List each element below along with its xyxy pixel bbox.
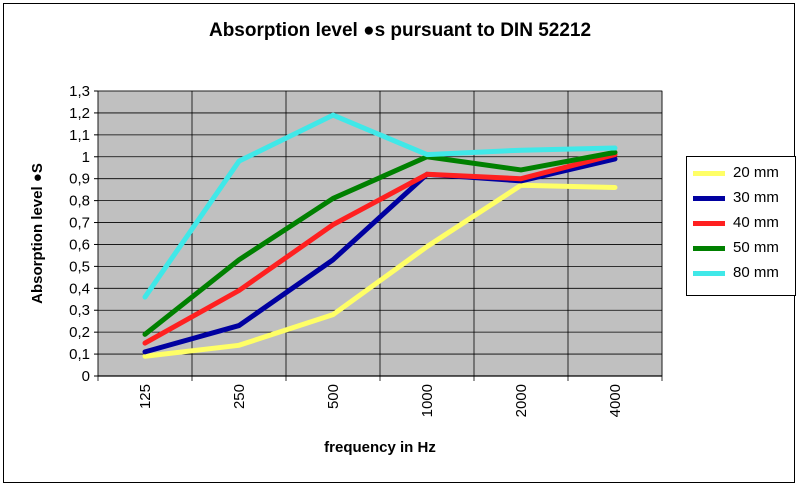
y-tick-label: 0,6 bbox=[69, 236, 90, 253]
x-axis-label: frequency in Hz bbox=[324, 439, 436, 456]
series-line bbox=[142, 152, 618, 346]
legend-swatch bbox=[693, 171, 725, 176]
series-line bbox=[142, 182, 618, 359]
y-tick-label: 1 bbox=[82, 149, 90, 166]
y-tick-label: 0,7 bbox=[69, 215, 90, 232]
series-line bbox=[142, 149, 618, 337]
x-tick-label: 2000 bbox=[513, 384, 530, 417]
legend: 20 mm 30 mm 40 mm 50 mm 80 mm bbox=[686, 156, 796, 296]
y-tick-label: 0,3 bbox=[69, 302, 90, 319]
y-tick-label: 0,2 bbox=[69, 324, 90, 341]
series-line bbox=[142, 112, 618, 300]
legend-item: 50 mm bbox=[687, 238, 797, 258]
x-tick-label: 500 bbox=[325, 384, 342, 409]
legend-swatch bbox=[693, 271, 725, 276]
legend-item: 20 mm bbox=[687, 163, 797, 183]
x-tick-label: 250 bbox=[231, 384, 248, 409]
legend-item: 30 mm bbox=[687, 188, 797, 208]
legend-item: 80 mm bbox=[687, 263, 797, 283]
y-tick-label: 1,3 bbox=[69, 83, 90, 100]
chart-title: Absorption level ●s pursuant to DIN 5221… bbox=[208, 20, 592, 41]
y-tick-label: 0,9 bbox=[69, 171, 90, 188]
y-tick-label: 0,1 bbox=[69, 346, 90, 363]
y-tick-label: 0 bbox=[82, 368, 90, 385]
legend-label: 20 mm bbox=[733, 164, 779, 181]
legend-swatch bbox=[693, 196, 725, 201]
legend-label: 80 mm bbox=[733, 264, 779, 281]
x-tick-label: 4000 bbox=[607, 384, 624, 417]
y-tick-label: 0,4 bbox=[69, 280, 90, 297]
x-tick-label: 125 bbox=[137, 384, 154, 409]
legend-swatch bbox=[693, 246, 725, 251]
legend-item: 40 mm bbox=[687, 213, 797, 233]
y-tick-label: 0,5 bbox=[69, 258, 90, 275]
legend-label: 50 mm bbox=[733, 239, 779, 256]
y-tick-label: 1,1 bbox=[69, 127, 90, 144]
legend-label: 40 mm bbox=[733, 214, 779, 231]
legend-label: 30 mm bbox=[733, 189, 779, 206]
y-axis-label: Absorption level ●S bbox=[29, 163, 46, 304]
legend-swatch bbox=[693, 221, 725, 226]
x-tick-label: 1000 bbox=[419, 384, 436, 417]
y-tick-label: 1,2 bbox=[69, 105, 90, 122]
y-tick-label: 0,8 bbox=[69, 193, 90, 210]
